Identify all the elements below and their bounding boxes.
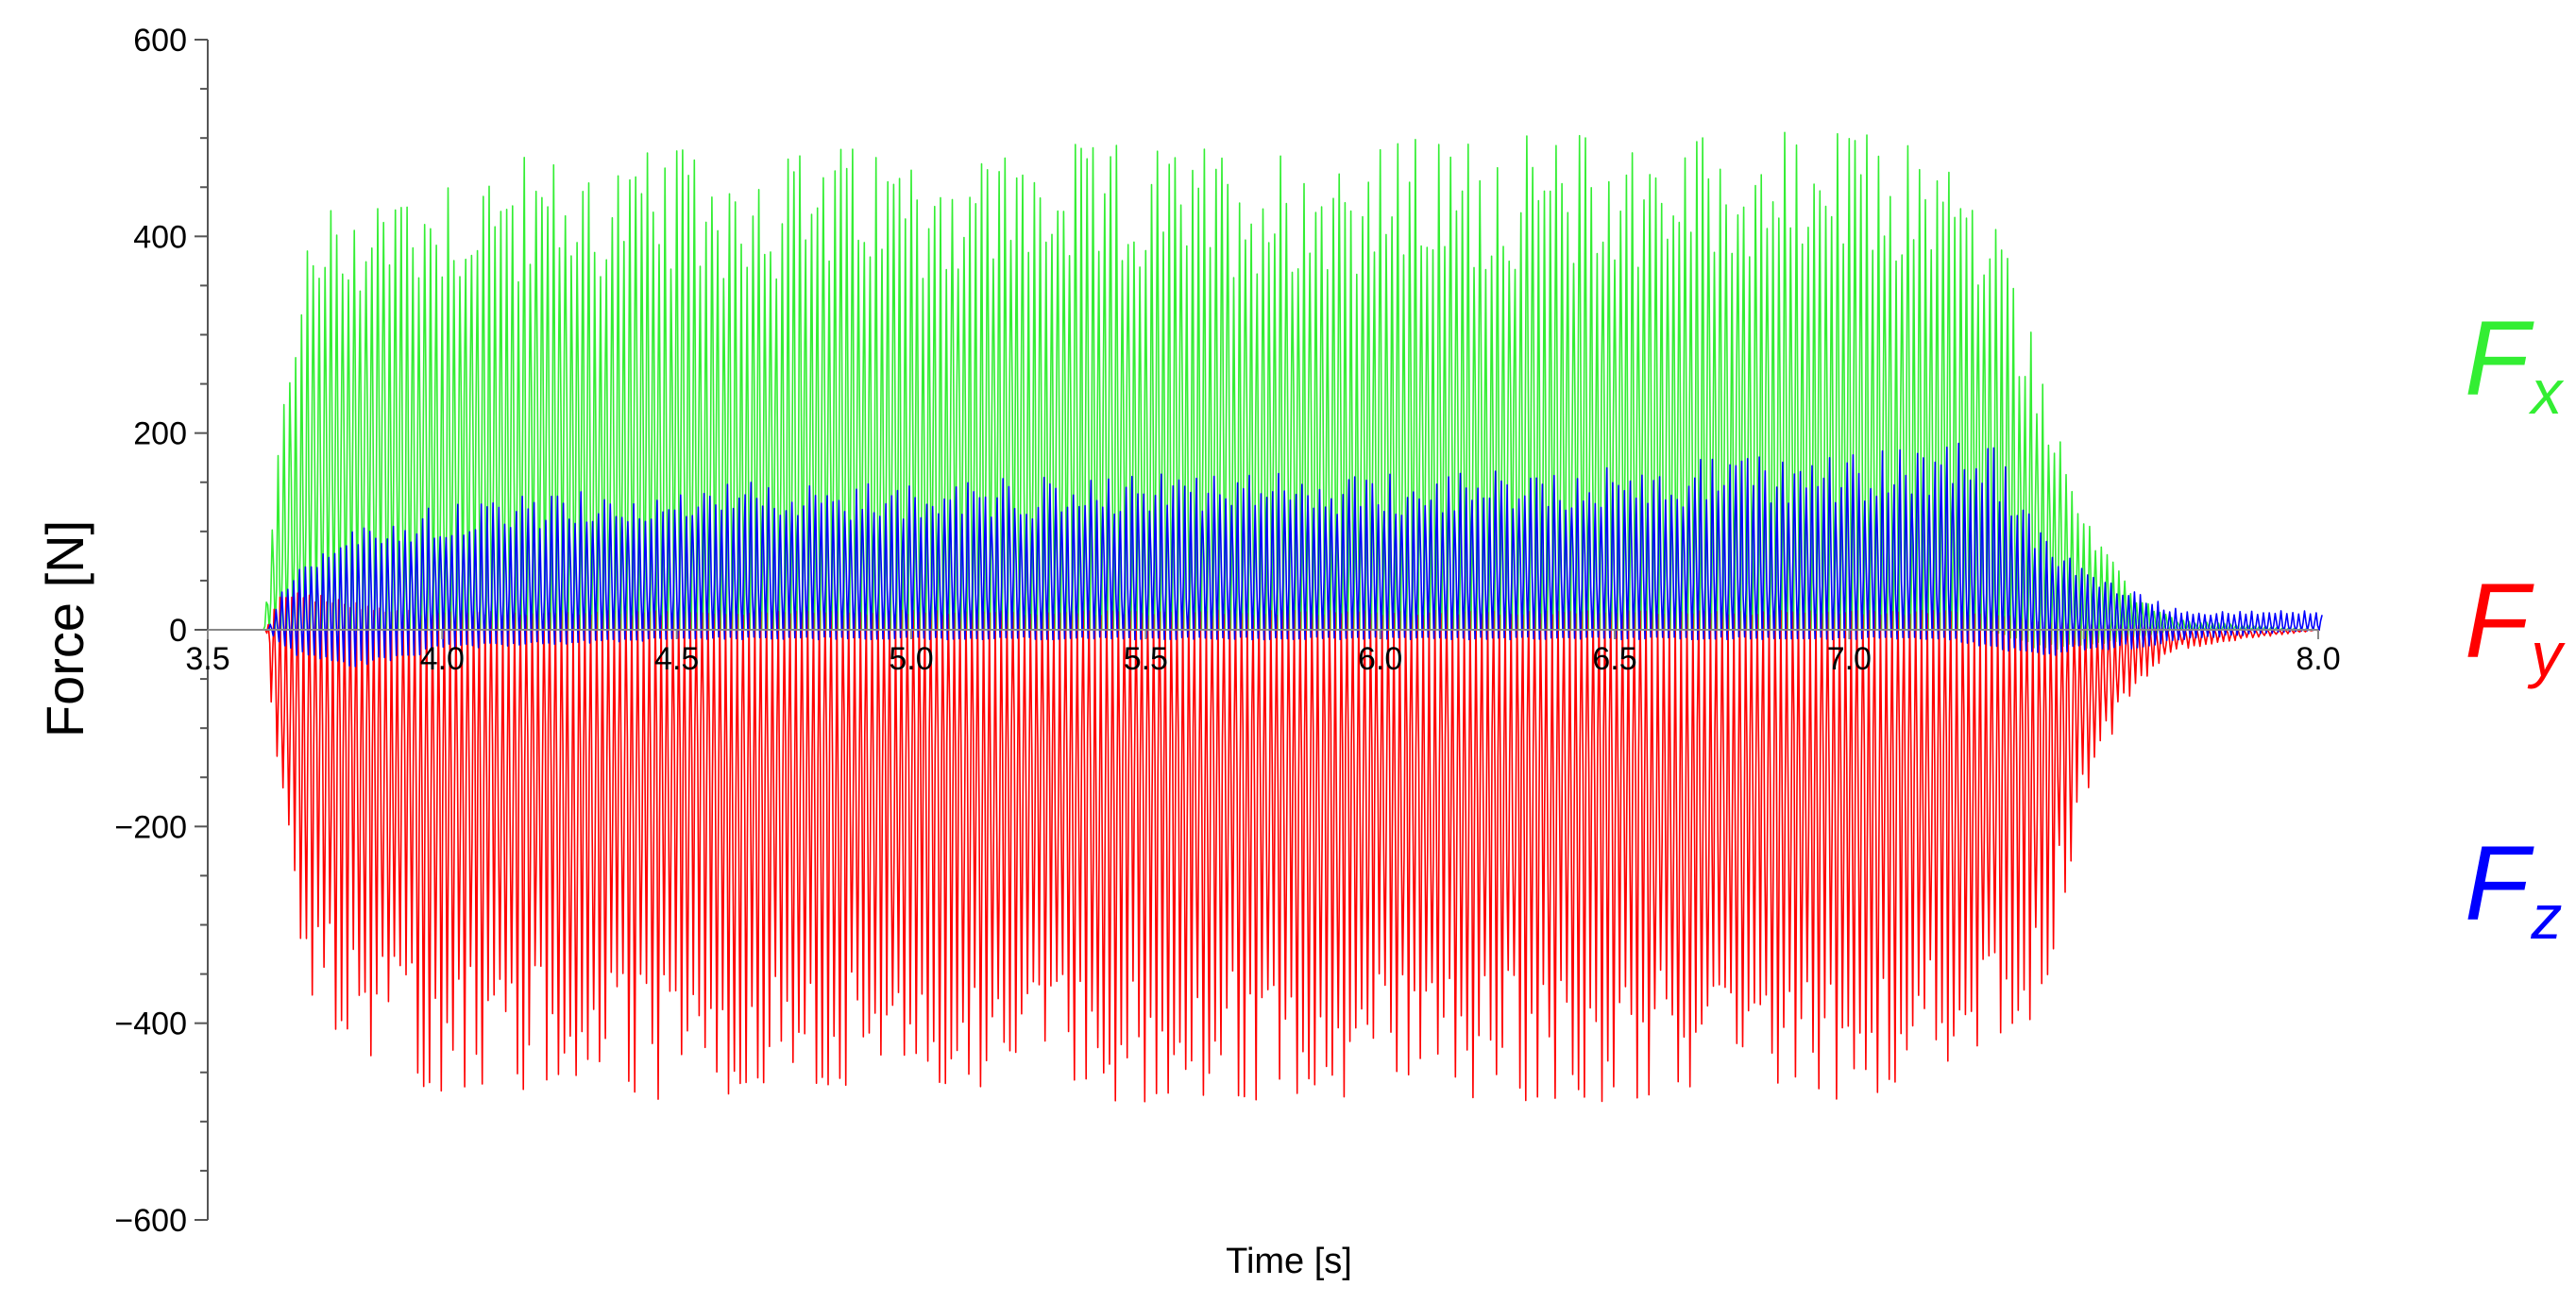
y-tick-label: −200 — [114, 809, 187, 845]
series-layer — [208, 131, 2323, 1103]
x-tick-label: 5.0 — [889, 641, 933, 677]
tick-labels-layer: 600 400 200 0 −200 −400 −600 3.5 4.0 4.5 5.0 5.5 6.0… — [114, 23, 2340, 1239]
x-tick-label: 3.5 — [185, 641, 229, 677]
y-tick-label: 0 — [169, 613, 187, 649]
x-tick-label: 5.5 — [1124, 641, 1168, 677]
x-tick-label: 7.0 — [1827, 641, 1872, 677]
y-tick-label: 600 — [133, 23, 187, 59]
legend-entry-fy: Fy — [2465, 562, 2566, 689]
x-tick-label: 8.0 — [2296, 641, 2340, 677]
legend-entry-fz: Fz — [2465, 824, 2562, 952]
x-tick-label: 4.5 — [654, 641, 699, 677]
y-axis-title: Force [N] — [35, 520, 94, 737]
x-tick-label: 4.0 — [420, 641, 465, 677]
series-line-fz — [212, 442, 2323, 668]
y-tick-label: 200 — [133, 416, 187, 452]
x-tick-label: 6.5 — [1592, 641, 1636, 677]
y-tick-label: −600 — [114, 1203, 187, 1239]
series-line-fx — [208, 131, 2318, 651]
series-line-fy — [210, 592, 2321, 1103]
y-tick-label: −400 — [114, 1007, 187, 1042]
legend-entry-fx: Fx — [2465, 299, 2564, 427]
x-axis-title: Time [s] — [1226, 1242, 1352, 1281]
x-tick-label: 6.0 — [1358, 641, 1402, 677]
legend: Fx Fy Fz — [2465, 299, 2566, 952]
y-tick-label: 400 — [133, 219, 187, 255]
axes-layer — [195, 39, 2319, 1221]
